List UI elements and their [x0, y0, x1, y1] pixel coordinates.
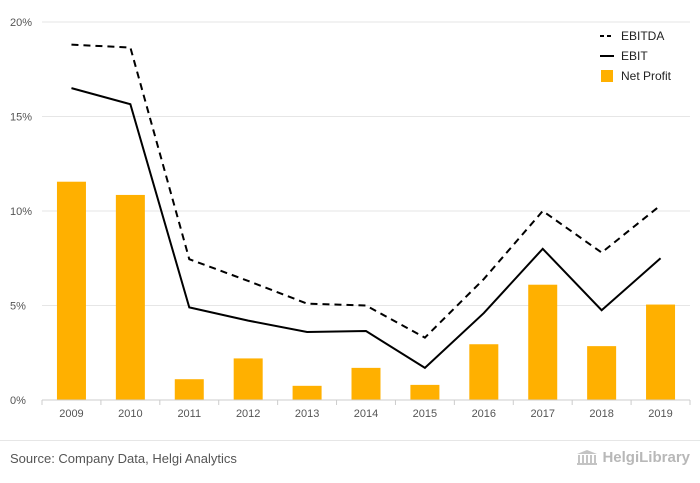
bar-net-profit-2014	[351, 367, 381, 400]
bar-net-profit-2019	[646, 304, 676, 400]
x-tick-label-2015: 2015	[413, 408, 437, 420]
bar-net-profit-2009	[56, 181, 86, 400]
legend: EBITDA EBIT Net Profit	[600, 29, 672, 83]
x-tick-label-2016: 2016	[472, 408, 496, 420]
bar-net-profit-2011	[174, 379, 204, 400]
bar-net-profit-2012	[233, 358, 263, 400]
x-tick-label-2011: 2011	[177, 408, 201, 420]
bar-net-profit-2017	[528, 284, 558, 400]
x-tick-label-2014: 2014	[354, 408, 378, 420]
legend-swatch-net-profit	[601, 70, 613, 82]
bar-net-profit-2013	[292, 385, 322, 400]
y-tick-label-20: 20%	[10, 17, 32, 29]
footer-divider	[0, 440, 700, 441]
y-tick-label-10: 10%	[10, 206, 32, 218]
x-tick-label-2019: 2019	[648, 408, 672, 420]
x-tick-label-2018: 2018	[589, 408, 613, 420]
bar-net-profit-2016	[469, 344, 499, 400]
legend-label-ebit: EBIT	[621, 49, 648, 63]
bar-net-profit-2018	[587, 346, 617, 400]
legend-label-ebitda: EBITDA	[621, 29, 664, 43]
grid-lines	[42, 21, 690, 306]
x-tick-label-2012: 2012	[236, 408, 260, 420]
x-tick-label-2017: 2017	[530, 408, 554, 420]
y-tick-label-15: 15%	[10, 112, 32, 124]
library-building-icon	[577, 449, 598, 465]
helgi-library-logo: HelgiLibrary	[576, 449, 690, 466]
x-tick-label-2013: 2013	[295, 408, 319, 420]
y-tick-label-5: 5%	[10, 301, 26, 313]
net-profit-bars	[56, 181, 676, 400]
source-note: Source: Company Data, Helgi Analytics	[10, 451, 237, 466]
bar-net-profit-2010	[115, 194, 145, 400]
legend-label-net-profit: Net Profit	[621, 69, 672, 83]
line-series	[71, 43, 662, 370]
y-tick-label-0: 0%	[10, 395, 26, 407]
line-ebitda	[71, 43, 662, 339]
logo-text: HelgiLibrary	[602, 449, 690, 466]
x-tick-label-2009: 2009	[59, 408, 83, 420]
bar-net-profit-2015	[410, 384, 440, 400]
axes: 0% 5% 10% 15% 20% 2009 2010 2011 2012 2013 2014 201…	[10, 17, 691, 420]
x-tick-label-2010: 2010	[118, 408, 142, 420]
chart: 0% 5% 10% 15% 20% 2009 2010 2011 2012 2013 2014 201…	[10, 17, 691, 420]
line-ebit	[71, 87, 662, 370]
